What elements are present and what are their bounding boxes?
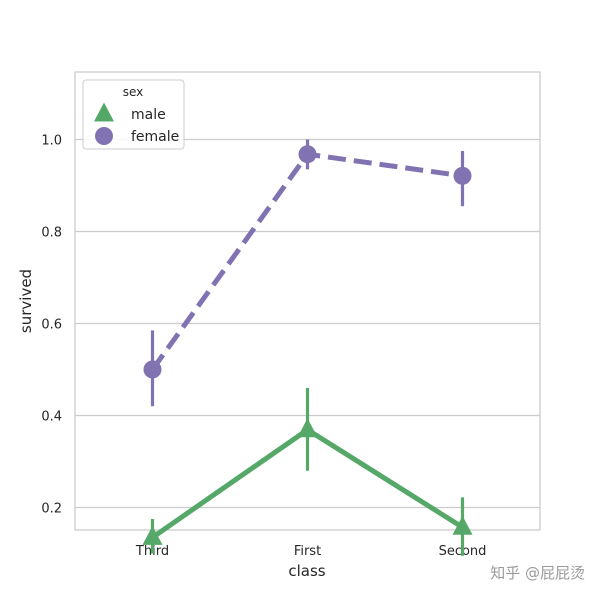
plot-frame (74, 71, 541, 531)
y-tick-label: 0.6 (41, 318, 62, 333)
legend-marker (95, 127, 113, 145)
data-point (297, 418, 318, 438)
legend-entry-male: male (94, 102, 166, 123)
y-axis-ticks: 0.2 0.4 0.6 0.8 1.0 (41, 134, 62, 517)
y-tick-label: 1.0 (41, 134, 62, 149)
legend: sex male female (82, 79, 185, 150)
legend-label: female (131, 129, 179, 145)
y-tick-label: 0.8 (41, 226, 62, 241)
legend-title: sex (123, 85, 144, 99)
data-point (298, 145, 317, 164)
y-tick-label: 0.4 (41, 410, 62, 425)
series-line (150, 151, 463, 371)
watermark: 知乎 @屁屁烫 (490, 564, 585, 582)
x-tick-label: First (294, 544, 321, 559)
series-male (142, 387, 473, 556)
y-tick-label: 0.2 (41, 502, 62, 517)
data-point (452, 515, 473, 535)
legend-marker (94, 102, 114, 122)
x-axis-label: class (288, 562, 325, 580)
legend-label: male (131, 107, 166, 123)
data-point (142, 525, 163, 545)
y-axis-label: survived (17, 269, 35, 333)
x-axis-ticks: ThirdFirstSecond (135, 544, 487, 559)
data-point (453, 166, 472, 185)
series (142, 139, 473, 556)
series-female (143, 139, 472, 407)
data-point (143, 360, 162, 379)
legend-entry-female: female (95, 127, 179, 145)
